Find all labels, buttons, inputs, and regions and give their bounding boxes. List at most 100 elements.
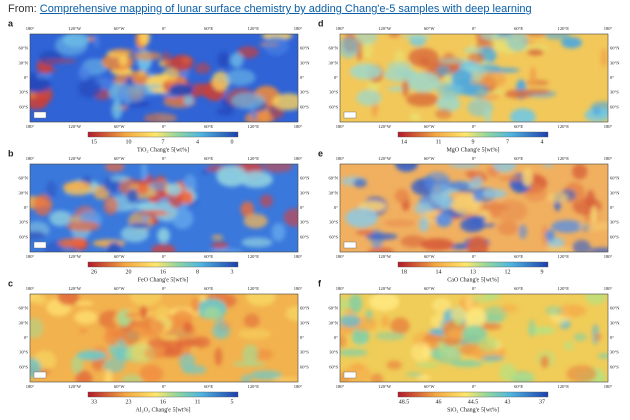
map-patch [522, 167, 533, 187]
article-link[interactable]: Comprehensive mapping of lunar surface c… [39, 3, 532, 15]
longitude-label: 0° [162, 384, 166, 389]
map-patch [356, 89, 382, 106]
map-patch [45, 59, 77, 64]
map-patch [181, 191, 194, 205]
map-patch [417, 375, 431, 381]
map-patch [199, 294, 207, 302]
latitude-label: 30°S [610, 350, 619, 355]
map-patch [272, 93, 298, 111]
map-patch [497, 220, 519, 236]
map-patch [118, 55, 129, 66]
map-patch [49, 210, 72, 227]
map-patch [77, 79, 102, 98]
longitude-label: 60°E [204, 156, 213, 161]
latitude-label: 30°N [328, 190, 338, 195]
longitude-label: 0° [472, 124, 476, 129]
map-patch [477, 337, 499, 351]
map-patch [431, 297, 452, 313]
longitude-label: 120°E [558, 26, 570, 31]
latitude-label: 60°S [300, 364, 309, 369]
map-patch [139, 34, 151, 46]
map-patch [400, 235, 427, 248]
colorbar-label: MgO Chang'e 5[wt%] [446, 147, 499, 153]
longitude-label: 0° [472, 156, 476, 161]
longitude-label: 60°W [424, 254, 435, 259]
map-patch [525, 34, 546, 37]
map-patch [572, 164, 588, 180]
map-patch [480, 188, 508, 199]
panel-letter: a [8, 18, 14, 28]
longitude-label: 120°W [68, 286, 82, 291]
map-patch [157, 227, 170, 243]
map-patch [132, 318, 165, 337]
map-patch [454, 319, 463, 326]
longitude-label: 180° [336, 286, 345, 291]
longitude-label: 60°W [424, 124, 435, 129]
map-patch [180, 70, 190, 78]
latitude-label: 60°N [328, 176, 338, 181]
map-scale-box [343, 241, 357, 249]
map-patch [272, 377, 298, 382]
map-patch [447, 181, 470, 190]
colorbar-tick-label: 14 [436, 269, 442, 275]
map-patch [540, 355, 550, 368]
map-patch [355, 34, 378, 45]
map-patch [237, 46, 259, 59]
longitude-label: 180° [294, 254, 303, 259]
latitude-label: 60°N [610, 46, 620, 51]
map-patch [467, 236, 489, 252]
map-patch [140, 210, 168, 216]
latitude-label: 0° [334, 335, 338, 340]
map-scale-box [33, 241, 47, 249]
map-patch [151, 243, 176, 252]
longitude-label: 120°E [248, 124, 260, 129]
longitude-label: 60°W [114, 384, 125, 389]
colorbar-tick-label: 37 [539, 399, 545, 405]
map-patch [259, 194, 273, 208]
map-patch [340, 314, 361, 328]
header-prefix: From: [8, 3, 37, 15]
map-patch [201, 169, 211, 175]
map-patch [140, 164, 148, 182]
map-patch [271, 223, 286, 242]
latitude-label: 60°S [300, 104, 309, 109]
map-patch [104, 370, 113, 382]
map-patch [239, 171, 273, 188]
map-patch [588, 247, 608, 252]
latitude-label: 30°N [18, 320, 28, 325]
longitude-label: 0° [472, 384, 476, 389]
map-panel: a 180° 180° 120°W 120°W 60°W 60°W 0° 0° 60°E 60°E 1… [8, 18, 310, 153]
colorbar-tick-label: 16 [160, 269, 166, 275]
map-patch [124, 312, 142, 319]
latitude-label: 0° [300, 335, 304, 340]
colorbar-tick-label: 18 [401, 269, 407, 275]
map-patch [211, 234, 224, 240]
longitude-label: 120°E [248, 26, 260, 31]
latitude-label: 60°N [300, 306, 310, 311]
map-patch [132, 51, 162, 61]
map-patch [33, 194, 52, 216]
longitude-label: 60°E [204, 384, 213, 389]
map-texture [30, 294, 298, 382]
map-patch [543, 34, 571, 40]
latitude-label: 0° [24, 75, 28, 80]
map-patch [285, 305, 298, 322]
longitude-label: 120°W [378, 124, 392, 129]
latitude-label: 30°N [300, 60, 310, 65]
longitude-label: 0° [162, 124, 166, 129]
map-patch [249, 370, 283, 381]
latitude-label: 0° [610, 205, 614, 210]
map-patch [62, 34, 90, 48]
map-patch [183, 321, 193, 334]
map-patch [597, 353, 608, 359]
map-patch [351, 327, 370, 346]
map-patch [216, 165, 247, 187]
map-patch [390, 317, 410, 335]
colorbar-tick-label: 26 [91, 269, 97, 275]
colorbar-tick-label: 8 [196, 269, 199, 275]
map-patch [436, 95, 461, 112]
map-patch [340, 295, 347, 316]
map-patch [139, 364, 164, 382]
map-patch [162, 51, 172, 67]
